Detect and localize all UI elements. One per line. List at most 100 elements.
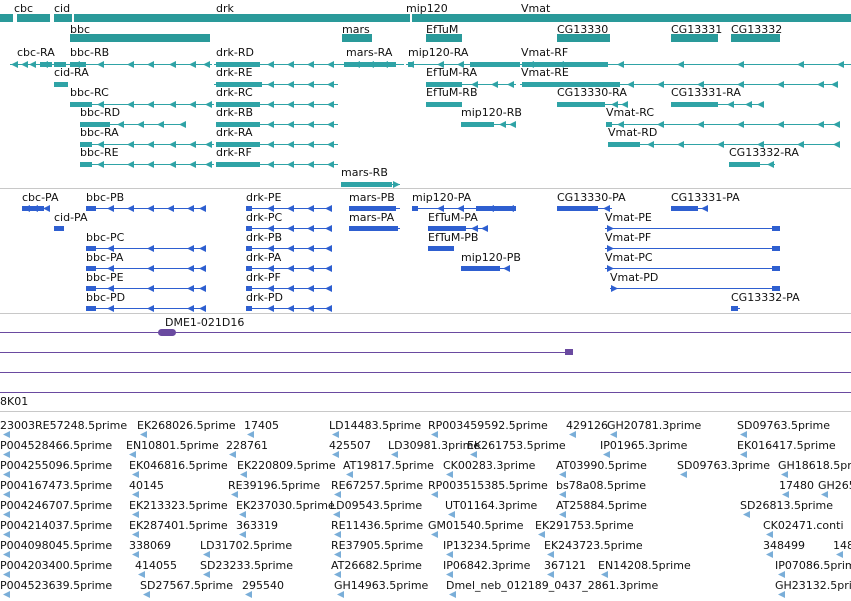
label-drk-rf[interactable]: drk-RF — [216, 146, 252, 159]
label-cbc[interactable]: cbc — [14, 2, 34, 15]
label-bbc-rc[interactable]: bbc-RC — [70, 86, 109, 99]
label-bbc-re[interactable]: bbc-RE — [80, 146, 119, 159]
protein-exon[interactable] — [412, 205, 418, 211]
transcript-exon[interactable] — [608, 141, 640, 147]
label-en10801-5prime[interactable]: EN10801.5prime — [126, 439, 219, 452]
label-cg13330-pa[interactable]: CG13330-PA — [557, 191, 626, 204]
label-bbc-pd[interactable]: bbc-PD — [86, 291, 126, 304]
label-cid[interactable]: cid — [54, 2, 71, 15]
label-cg13330-ra[interactable]: CG13330-RA — [557, 86, 627, 99]
protein-exon[interactable] — [86, 245, 96, 251]
label-ip07086-5prime[interactable]: IP07086.5prime — [775, 559, 851, 572]
label-ek261753-5prime[interactable]: EK261753.5prime — [467, 439, 566, 452]
protein-exon[interactable] — [246, 285, 252, 291]
label-338069[interactable]: 338069 — [129, 539, 171, 552]
label-367121[interactable]: 367121 — [544, 559, 586, 572]
label-p004167473-5prime[interactable]: P004167473.5prime — [0, 479, 113, 492]
transcript-exon[interactable] — [80, 121, 110, 127]
label-ek268026-5prime[interactable]: EK268026.5prime — [137, 419, 236, 432]
transcript-exon[interactable] — [80, 141, 92, 147]
label-drk-pd[interactable]: drk-PD — [246, 291, 283, 304]
label-23003re57248-5prime[interactable]: 23003RE57248.5prime — [0, 419, 128, 432]
transcript-exon[interactable] — [522, 61, 608, 67]
label-ld09543-5prime[interactable]: LD09543.5prime — [330, 499, 423, 512]
label-ut01164-3prime[interactable]: UT01164.3prime — [445, 499, 538, 512]
protein-exon[interactable] — [54, 225, 64, 231]
label-bbc-pc[interactable]: bbc-PC — [86, 231, 125, 244]
label-re37905-5prime[interactable]: RE37905.5prime — [331, 539, 424, 552]
label-drk-pf[interactable]: drk-PF — [246, 271, 281, 284]
label-p004203400-5prime[interactable]: P004203400.5prime — [0, 559, 113, 572]
protein-exon[interactable] — [671, 205, 698, 211]
label-ek237030-5prime[interactable]: EK237030.5prime — [236, 499, 335, 512]
transcript-exon[interactable] — [216, 121, 260, 127]
label-ip13234-5prime[interactable]: IP13234.5prime — [443, 539, 531, 552]
protein-exon[interactable] — [772, 265, 780, 271]
protein-exon[interactable] — [246, 305, 252, 311]
label-bbc-pb[interactable]: bbc-PB — [86, 191, 125, 204]
label-vmat-rf[interactable]: Vmat-RF — [521, 46, 569, 59]
gene-bar[interactable] — [557, 34, 610, 42]
label-bbc-ra[interactable]: bbc-RA — [80, 126, 119, 139]
transcript-exon[interactable] — [216, 81, 262, 87]
label-cbc-ra[interactable]: cbc-RA — [17, 46, 55, 59]
label-bbc-pa[interactable]: bbc-PA — [86, 251, 124, 264]
label-vmat-pf[interactable]: Vmat-PF — [605, 231, 652, 244]
protein-exon[interactable] — [428, 225, 466, 231]
label-bs78a08-5prime[interactable]: bs78a08.5prime — [556, 479, 646, 492]
label-dmel-neb-012189-0437-2861-3prime[interactable]: Dmel_neb_012189_0437_2861.3prime — [446, 579, 659, 592]
protein-exon[interactable] — [86, 205, 96, 211]
label-vmat[interactable]: Vmat — [521, 2, 551, 15]
label-vmat-rd[interactable]: Vmat-RD — [608, 126, 658, 139]
label-cg13330[interactable]: CG13330 — [557, 23, 609, 36]
label-bbc-rd[interactable]: bbc-RD — [80, 106, 121, 119]
label-ek287401-5prime[interactable]: EK287401.5prime — [129, 519, 228, 532]
transcript-exon[interactable] — [216, 61, 260, 67]
label-cid-ra[interactable]: cid-RA — [54, 66, 89, 79]
transcript-exon[interactable] — [671, 101, 718, 107]
label-mip120-ra[interactable]: mip120-RA — [408, 46, 469, 59]
protein-exon[interactable] — [246, 245, 252, 251]
label-bbc[interactable]: bbc — [70, 23, 91, 36]
label-cg13331[interactable]: CG13331 — [671, 23, 723, 36]
label-ld30981-3prime[interactable]: LD30981.3prime — [388, 439, 481, 452]
label-17405[interactable]: 17405 — [244, 419, 279, 432]
label-sd23233-5prime[interactable]: SD23233.5prime — [200, 559, 293, 572]
label-ld31702-5prime[interactable]: LD31702.5prime — [200, 539, 293, 552]
label-mars-rb[interactable]: mars-RB — [341, 166, 388, 179]
label-cg13331-pa[interactable]: CG13331-PA — [671, 191, 740, 204]
label-425507[interactable]: 425507 — [329, 439, 371, 452]
label-mars-pb[interactable]: mars-PB — [349, 191, 395, 204]
label-p004528466-5prime[interactable]: P004528466.5prime — [0, 439, 113, 452]
label-re67257-5prime[interactable]: RE67257.5prime — [331, 479, 424, 492]
protein-exon[interactable] — [772, 285, 780, 291]
label-40145[interactable]: 40145 — [129, 479, 164, 492]
clone-end-marker[interactable] — [565, 349, 573, 355]
gene-bar[interactable] — [54, 14, 72, 22]
gene-bar[interactable] — [671, 34, 718, 42]
label-mip120[interactable]: mip120 — [406, 2, 448, 15]
transcript-exon[interactable] — [606, 121, 612, 127]
transcript-exon[interactable] — [522, 81, 620, 87]
label-p004255096-5prime[interactable]: P004255096.5prime — [0, 459, 113, 472]
protein-exon[interactable] — [246, 205, 252, 211]
label-vmat-pc[interactable]: Vmat-PC — [605, 251, 653, 264]
label-295540[interactable]: 295540 — [242, 579, 284, 592]
label-eftum[interactable]: EfTuM — [426, 23, 459, 36]
label-sd27567-5prime[interactable]: SD27567.5prime — [140, 579, 233, 592]
gene-bar[interactable] — [426, 34, 462, 42]
clone-end-marker[interactable] — [158, 329, 176, 336]
transcript-exon[interactable] — [216, 161, 260, 167]
label-drk-rd[interactable]: drk-RD — [216, 46, 254, 59]
label-gm01540-5prime[interactable]: GM01540.5prime — [428, 519, 524, 532]
label-ek016417-5prime[interactable]: EK016417.5prime — [737, 439, 836, 452]
label-348499[interactable]: 348499 — [763, 539, 805, 552]
label-p004246707-5prime[interactable]: P004246707.5prime — [0, 499, 113, 512]
label-429126[interactable]: 429126 — [566, 419, 608, 432]
protein-exon[interactable] — [246, 265, 252, 271]
label-drk-pe[interactable]: drk-PE — [246, 191, 282, 204]
label-drk-pa[interactable]: drk-PA — [246, 251, 282, 264]
label-at25884-5prime[interactable]: AT25884.5prime — [556, 499, 647, 512]
label-at19817-5prime[interactable]: AT19817.5prime — [343, 459, 434, 472]
label-148[interactable]: 148 — [833, 539, 851, 552]
